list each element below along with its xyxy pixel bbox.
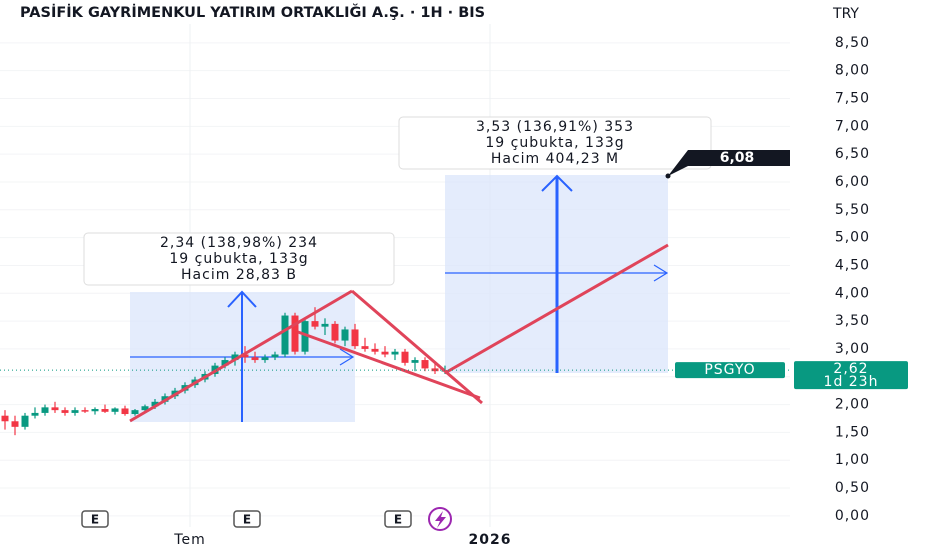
candle-body: [251, 357, 259, 361]
candle-body: [131, 410, 139, 415]
countdown: 1d 23h: [824, 374, 879, 390]
candle-body: [111, 408, 119, 412]
y-tick-label: 8,50: [835, 35, 870, 51]
measure-text: Hacim 404,23 M: [491, 151, 619, 167]
y-tick-label: 4,00: [835, 285, 870, 301]
events: E E E: [81, 507, 452, 531]
y-tick-label: 6,00: [835, 174, 870, 190]
chart-title: PASİFİK GAYRİMENKUL YATIRIM ORTAKLIĞI A.…: [20, 3, 485, 21]
candle-body: [351, 329, 359, 347]
candle-body: [101, 409, 109, 412]
price-axis-bg: [792, 0, 932, 550]
measure-label-box: [83, 232, 395, 286]
candle-body: [271, 354, 279, 358]
candle-body: [421, 360, 429, 369]
x-tick-label: 2026: [469, 532, 512, 548]
candle-body: [51, 407, 59, 411]
last-price-label: 2,62: [833, 361, 868, 377]
y-tick-label: 1,50: [835, 424, 870, 440]
y-tick-label: 5,50: [835, 202, 870, 218]
candle-body: [81, 410, 89, 412]
candle-body: [1, 415, 9, 422]
candle-body: [411, 360, 419, 363]
candle-body: [321, 323, 329, 327]
event-marker[interactable]: E: [243, 513, 251, 527]
candle-body: [341, 329, 349, 341]
candle-body: [91, 409, 99, 412]
measure-text: 19 çubukta, 133g: [485, 135, 624, 151]
measure-text: 3,53 (136,91%) 353: [476, 119, 634, 135]
candle-body: [311, 321, 319, 327]
target-label: 6,08: [720, 150, 755, 166]
y-tick-label: 3,00: [835, 341, 870, 357]
candle-body: [431, 368, 439, 372]
candle-body: [221, 360, 229, 366]
candle-body: [41, 407, 49, 413]
y-tick-label: 8,00: [835, 63, 870, 79]
measure-label-box: [398, 116, 712, 170]
candle-body: [381, 351, 389, 355]
candle-body: [331, 323, 339, 341]
candles: [1, 307, 449, 436]
last-price-bg: [794, 361, 908, 390]
candle-body: [371, 348, 379, 352]
candle-body: [71, 410, 79, 413]
candle-body: [401, 351, 409, 363]
event-marker[interactable]: E: [394, 513, 402, 527]
pattern-lines: [129, 243, 669, 423]
measure-arrows: [130, 174, 669, 422]
y-tick-label: 2,00: [835, 397, 870, 413]
measure-text: 19 çubukta, 133g: [169, 251, 308, 267]
candle-body: [261, 357, 269, 361]
candle-body: [391, 351, 399, 355]
y-tick-label: 5,00: [835, 230, 870, 246]
measure-text: 2,34 (138,98%) 234: [160, 235, 318, 251]
y-tick-label: 7,50: [835, 90, 870, 106]
x-tick-label: Tem: [173, 532, 205, 548]
event-marker[interactable]: E: [91, 513, 99, 527]
candle-body: [301, 321, 309, 352]
candle-body: [31, 412, 39, 416]
symbol-label: PSGYO: [704, 362, 755, 378]
candle-body: [121, 408, 129, 415]
measure-text: Hacim 28,83 B: [181, 267, 297, 283]
y-tick-label: 1,00: [835, 452, 870, 468]
candle-body: [281, 315, 289, 355]
candle-body: [21, 415, 29, 427]
candle-body: [291, 315, 299, 352]
y-tick-label: 6,50: [835, 146, 870, 162]
y-tick-label: 7,00: [835, 118, 870, 134]
candle-body: [141, 406, 149, 411]
candle-body: [361, 346, 369, 349]
candle-body: [231, 354, 239, 361]
target-label-bg: [668, 150, 790, 176]
axes: 0,000,501,001,502,002,503,003,504,004,50…: [173, 35, 870, 548]
y-tick-label: 0,00: [835, 508, 870, 524]
title-bg: [0, 0, 792, 24]
y-tick-label: 3,50: [835, 313, 870, 329]
candle-body: [11, 421, 19, 427]
y-tick-label: 0,50: [835, 480, 870, 496]
candle-body: [241, 354, 249, 358]
currency: TRY: [832, 6, 859, 22]
candle-body: [151, 401, 159, 407]
symbol-label-bg: [675, 362, 785, 379]
candle-body: [61, 410, 69, 413]
y-tick-label: 4,50: [835, 257, 870, 273]
